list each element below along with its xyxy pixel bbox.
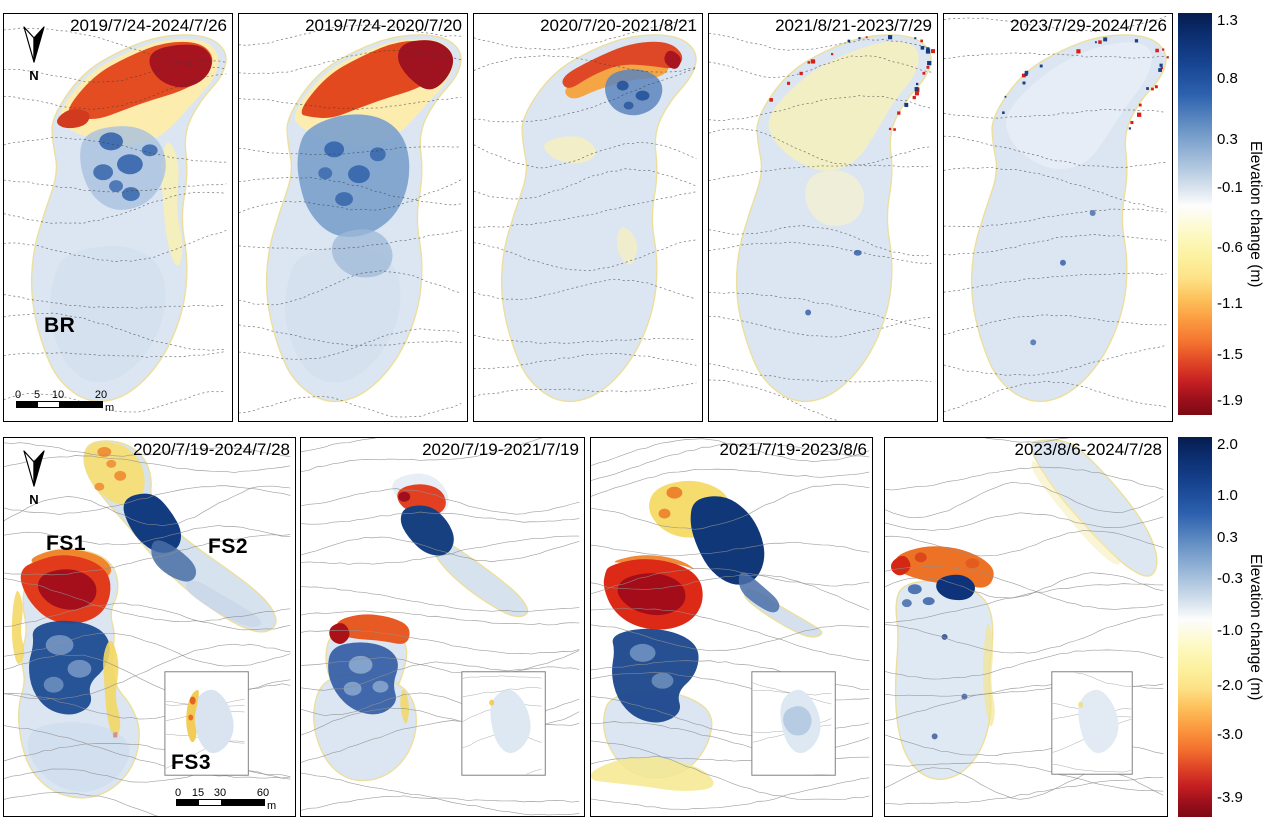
map-canvas	[474, 18, 697, 403]
scale-bar: 0 15 30 60 m	[174, 787, 286, 812]
colorbar-tick: 0.8	[1217, 70, 1238, 87]
panel-title: 2019/7/24-2024/7/26	[70, 16, 227, 35]
north-arrow: N	[16, 22, 52, 82]
colorbar-top-axis-label: Elevation change (m)	[1247, 140, 1264, 288]
colorbar-tick: -0.6	[1217, 239, 1243, 256]
glacier-label-fs3: FS3	[171, 751, 212, 774]
north-arrow-icon	[23, 26, 45, 63]
colorbar-bottom-axis-label: Elevation change (m)	[1247, 553, 1264, 701]
map-canvas	[239, 24, 462, 418]
map-canvas	[301, 438, 580, 816]
panel-title: 2020/7/19-2024/7/28	[133, 440, 290, 459]
map-canvas	[885, 438, 1164, 805]
colorbar-tick: -0.3	[1217, 570, 1243, 587]
map-panel-br-2023-2024: 2023/7/29-2024/7/26	[943, 13, 1173, 422]
colorbar-tick: 0.3	[1217, 131, 1238, 148]
colorbar-tick: -1.0	[1217, 622, 1243, 639]
map-panel-br-2019-2024: N 2019/7/24-2024/7/26 BR 0 5 10 20 m	[3, 13, 233, 422]
panel-title: 2020/7/20-2021/8/21	[540, 16, 697, 35]
north-label: N	[29, 68, 39, 83]
colorbar-tick: -3.0	[1217, 726, 1243, 743]
map-canvas	[4, 27, 227, 413]
glacier-label-br: BR	[44, 314, 76, 337]
glacier-label-fs2: FS2	[208, 535, 249, 558]
panel-title: 2021/8/21-2023/7/29	[775, 16, 932, 35]
scale-bar-numbers: 0 15 30 60	[174, 787, 270, 799]
scale-bar: 0 5 10 20 m	[14, 389, 126, 414]
map-panel-br-2019-2020: 2019/7/24-2020/7/20	[238, 13, 468, 422]
scale-bar-unit: m	[267, 800, 277, 812]
map-canvas	[944, 15, 1169, 413]
map-canvas	[709, 32, 936, 421]
map-canvas	[4, 440, 291, 816]
colorbar-tick: -1.1	[1217, 295, 1243, 312]
colorbar-tick: 1.0	[1217, 487, 1238, 504]
colorbar-tick: -0.1	[1217, 179, 1243, 196]
colorbar-tick: 0.3	[1217, 529, 1238, 546]
map-panel-fs-2020-2024: N 2020/7/19-2024/7/28 FS1 FS2 FS3 0 15 3…	[3, 437, 296, 817]
colorbar-tick: 2.0	[1217, 436, 1238, 453]
colorbar-tick: -2.0	[1217, 677, 1243, 694]
colorbar-tick: -3.9	[1217, 789, 1243, 806]
colorbar-top-gradient	[1178, 13, 1212, 415]
north-label: N	[29, 492, 39, 507]
colorbar-tick: -1.9	[1217, 392, 1243, 409]
panel-title: 2020/7/19-2021/7/19	[422, 440, 579, 459]
map-panel-fs-2021-2023: 2021/7/19-2023/8/6	[590, 437, 873, 817]
scale-bar-bar	[16, 401, 103, 408]
map-panel-fs-2020-2021: 2020/7/19-2021/7/19	[300, 437, 585, 817]
panel-title: 2023/7/29-2024/7/26	[1010, 16, 1167, 35]
map-canvas	[591, 438, 870, 810]
colorbar-bottom-gradient	[1178, 437, 1212, 817]
panel-title: 2019/7/24-2020/7/20	[305, 16, 462, 35]
panel-title: 2021/7/19-2023/8/6	[719, 440, 867, 459]
scale-bar-numbers: 0 5 10 20	[14, 389, 108, 401]
map-panel-br-2021-2023: 2021/8/21-2023/7/29	[708, 13, 938, 422]
scale-bar-unit: m	[105, 402, 115, 414]
north-arrow: N	[16, 446, 52, 506]
panel-title: 2023/8/6-2024/7/28	[1014, 440, 1162, 459]
glacier-label-fs1: FS1	[46, 532, 87, 555]
colorbar-tick: 1.3	[1217, 12, 1238, 29]
colorbar-tick: -1.5	[1217, 346, 1243, 363]
scale-bar-bar	[176, 799, 265, 806]
north-arrow-icon	[23, 450, 45, 487]
map-panel-fs-2023-2024: 2023/8/6-2024/7/28	[884, 437, 1168, 817]
map-panel-br-2020-2021: 2020/7/20-2021/8/21	[473, 13, 703, 422]
